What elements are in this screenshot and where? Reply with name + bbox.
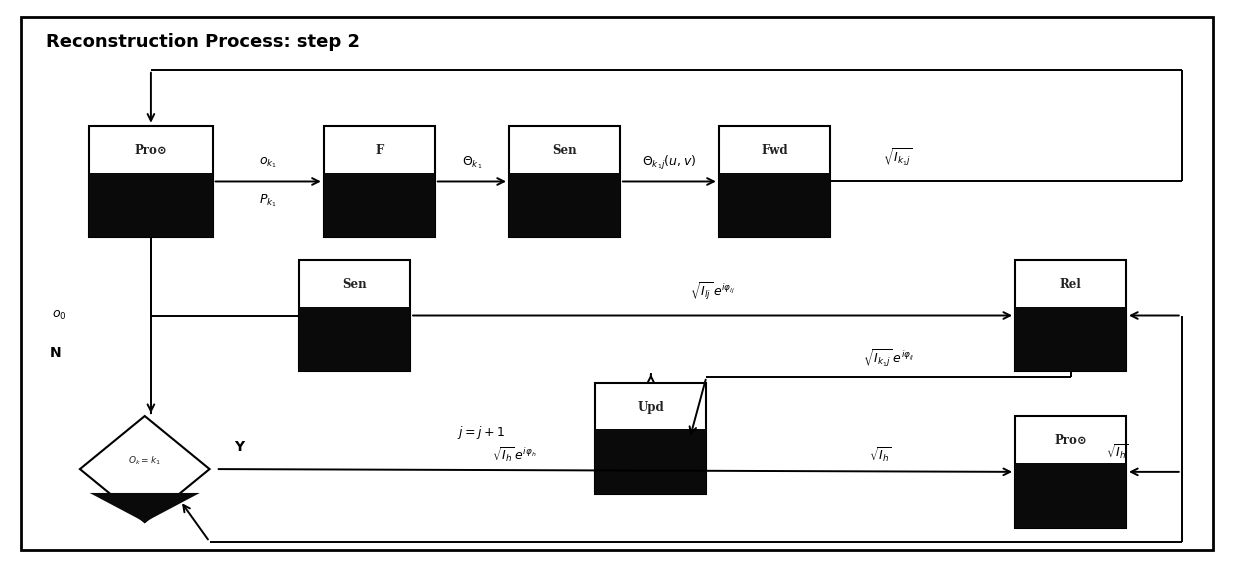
Bar bbox=[595, 382, 707, 494]
Text: $\sqrt{I_{k_1 j}}$: $\sqrt{I_{k_1 j}}$ bbox=[883, 147, 913, 169]
Text: F: F bbox=[376, 144, 383, 157]
Text: $\mathbf{Y}$: $\mathbf{Y}$ bbox=[234, 440, 247, 454]
Text: $\Theta_{k_1 j}(u,v)$: $\Theta_{k_1 j}(u,v)$ bbox=[642, 154, 697, 172]
Text: $\sqrt{I_h}\,e^{i\varphi_h}$: $\sqrt{I_h}\,e^{i\varphi_h}$ bbox=[492, 446, 537, 465]
Bar bbox=[299, 307, 410, 371]
Text: $\Theta_{k_1}$: $\Theta_{k_1}$ bbox=[461, 155, 482, 171]
Bar bbox=[1016, 307, 1126, 371]
Text: Sen: Sen bbox=[552, 144, 577, 157]
Text: Sen: Sen bbox=[342, 277, 367, 290]
Polygon shape bbox=[89, 493, 200, 522]
Bar bbox=[89, 173, 212, 237]
Text: Pro⊙: Pro⊙ bbox=[134, 144, 167, 157]
Bar bbox=[508, 126, 620, 237]
FancyBboxPatch shape bbox=[21, 17, 1213, 550]
Bar bbox=[299, 259, 410, 371]
Text: Reconstruction Process: step 2: Reconstruction Process: step 2 bbox=[46, 33, 360, 51]
Text: $\sqrt{I_h}$: $\sqrt{I_h}$ bbox=[869, 446, 892, 465]
Bar bbox=[324, 173, 435, 237]
Bar bbox=[719, 173, 830, 237]
Text: $o_{k_1}$: $o_{k_1}$ bbox=[259, 156, 278, 170]
Bar bbox=[1016, 463, 1126, 528]
Text: $\sqrt{I_h}$: $\sqrt{I_h}$ bbox=[1106, 443, 1128, 462]
Bar bbox=[508, 173, 620, 237]
Bar bbox=[595, 429, 707, 494]
Text: $\mathbf{N}$: $\mathbf{N}$ bbox=[50, 346, 62, 360]
Text: Fwd: Fwd bbox=[761, 144, 787, 157]
Polygon shape bbox=[79, 416, 210, 522]
Bar bbox=[89, 126, 212, 237]
Text: Rel: Rel bbox=[1060, 277, 1081, 290]
Text: $j = j+1$: $j = j+1$ bbox=[458, 424, 505, 441]
Text: $\sqrt{I_{lj}}\,e^{i\varphi_{lj}}$: $\sqrt{I_{lj}}\,e^{i\varphi_{lj}}$ bbox=[691, 281, 735, 303]
Bar bbox=[1016, 416, 1126, 528]
Text: $\sqrt{I_{k_1 j}}\,e^{i\varphi_{lj}}$: $\sqrt{I_{k_1 j}}\,e^{i\varphi_{lj}}$ bbox=[863, 348, 914, 370]
Text: $o_0$: $o_0$ bbox=[52, 309, 67, 322]
Text: Pro⊙: Pro⊙ bbox=[1054, 434, 1087, 447]
Text: Upd: Upd bbox=[637, 400, 665, 413]
Bar bbox=[324, 126, 435, 237]
Text: $P_{k_1}$: $P_{k_1}$ bbox=[259, 193, 278, 209]
Bar bbox=[719, 126, 830, 237]
Text: $O_{k}=k_1$: $O_{k}=k_1$ bbox=[129, 455, 161, 468]
Bar bbox=[1016, 259, 1126, 371]
